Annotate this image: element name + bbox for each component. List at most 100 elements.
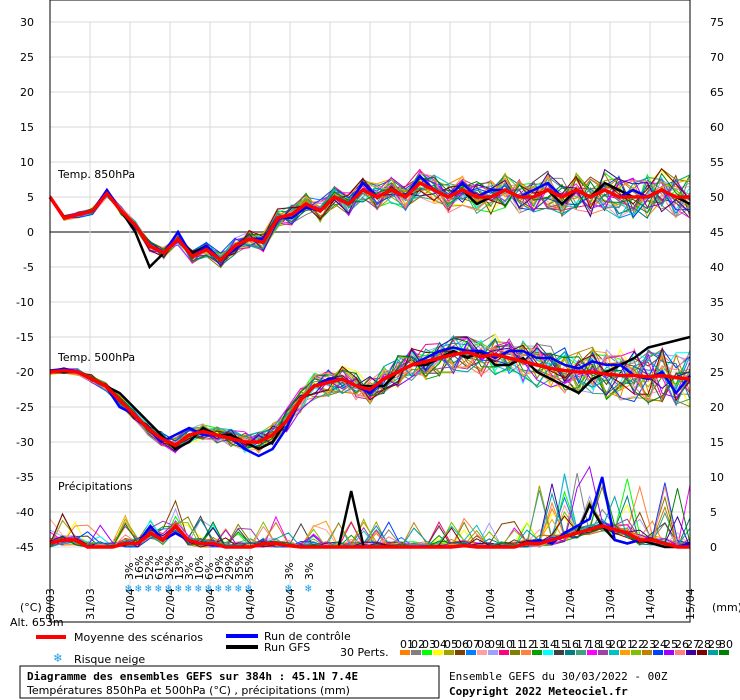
snow-risk-label: 61% xyxy=(153,556,166,580)
perturbation-number: 14 xyxy=(543,638,557,651)
y-tick-right: 10 xyxy=(710,471,724,484)
y-tick-right: 15 xyxy=(710,436,724,449)
series-line xyxy=(49,350,691,448)
perturbation-number: 09 xyxy=(488,638,502,651)
y-tick-right: 65 xyxy=(710,86,724,99)
perturbation-swatch xyxy=(477,650,487,655)
y-tick-right: 40 xyxy=(710,261,724,274)
y-tick-left: 30 xyxy=(20,16,34,29)
x-tick-date: 04/04 xyxy=(244,588,257,620)
snowflake-icon: ❄ xyxy=(125,582,132,595)
legend-snow-label: Risque neige xyxy=(74,653,145,666)
perturbation-number: 07 xyxy=(466,638,480,651)
y-tick-right: 60 xyxy=(710,121,724,134)
snowflake-icon: ❄ xyxy=(235,582,242,595)
perturbation-number: 15 xyxy=(554,638,568,651)
perturbation-swatch xyxy=(642,650,652,655)
perturbation-swatch xyxy=(455,650,465,655)
y-tick-right: 70 xyxy=(710,51,724,64)
snow-risk-label: 35% xyxy=(233,556,246,580)
snowflake-icon: ❄ xyxy=(195,582,202,595)
perturbation-number: 25 xyxy=(664,638,678,651)
perturbation-swatch xyxy=(532,650,542,655)
snow-risk-label: 3% xyxy=(123,563,136,580)
snowflake-icon: ❄ xyxy=(175,582,182,595)
perturbation-number: 12 xyxy=(521,638,535,651)
perturbation-number: 08 xyxy=(477,638,491,651)
perturbation-swatch xyxy=(554,650,564,655)
perturbation-number: 05 xyxy=(444,638,458,651)
y-tick-left: -35 xyxy=(16,471,34,484)
perturbation-legend: 0102030405060708091011121314151617181920… xyxy=(400,638,733,655)
y-tick-right: 35 xyxy=(710,296,724,309)
y-tick-right: 25 xyxy=(710,366,724,379)
y-tick-right: 5 xyxy=(710,506,717,519)
x-tick-date: 07/04 xyxy=(364,588,377,620)
footer-subtitle: Températures 850hPa et 500hPa (°C) , pré… xyxy=(26,684,350,697)
perturbation-number: 29 xyxy=(708,638,722,651)
x-tick-date: 31/03 xyxy=(84,588,97,620)
snowflake-icon: ❄ xyxy=(135,582,142,595)
snowflake-icon: ❄ xyxy=(225,582,232,595)
perturbation-swatch xyxy=(686,650,696,655)
perturbation-swatch xyxy=(422,650,432,655)
perturbation-number: 26 xyxy=(675,638,689,651)
perts-label: 30 Perts. xyxy=(340,646,389,659)
x-tick-date: 05/04 xyxy=(284,588,297,620)
perturbation-number: 24 xyxy=(653,638,667,651)
perturbation-swatch xyxy=(488,650,498,655)
footer-box xyxy=(19,665,440,699)
perturbation-swatch xyxy=(466,650,476,655)
x-tick-date: 06/04 xyxy=(324,588,337,620)
perturbation-number: 04 xyxy=(433,638,447,651)
perturbation-number: 10 xyxy=(499,638,513,651)
y-tick-left: 15 xyxy=(20,121,34,134)
y-tick-left: -10 xyxy=(16,296,34,309)
perturbation-number: 13 xyxy=(532,638,546,651)
perturbation-number: 23 xyxy=(642,638,656,651)
perturbation-swatch xyxy=(620,650,630,655)
y-tick-left: -45 xyxy=(16,541,34,554)
label-t850: Temp. 850hPa xyxy=(57,168,135,181)
main-series xyxy=(48,174,691,549)
label-t500: Temp. 500hPa xyxy=(57,351,135,364)
perturbation-line xyxy=(49,338,691,454)
y-tick-left: -15 xyxy=(16,331,34,344)
snowflake-icon: ❄ xyxy=(205,582,212,595)
footer-copyright: Copyright 2022 Meteociel.fr xyxy=(449,685,628,698)
perturbation-number: 02 xyxy=(411,638,425,651)
perturbation-swatch xyxy=(411,650,421,655)
y-tick-left: -40 xyxy=(16,506,34,519)
snow-risk-label: 32% xyxy=(163,556,176,580)
y-tick-right: 20 xyxy=(710,401,724,414)
snow-risk-label: 16% xyxy=(133,556,146,580)
perturbation-swatch xyxy=(631,650,641,655)
altitude-label: Alt. 653m xyxy=(10,616,64,629)
perturbation-swatch xyxy=(444,650,454,655)
y-tick-right: 45 xyxy=(710,226,724,239)
y-tick-left: -30 xyxy=(16,436,34,449)
y-tick-left: 0 xyxy=(27,226,34,239)
snowflake-icon: ❄ xyxy=(53,651,62,666)
perturbation-number: 11 xyxy=(510,638,524,651)
y-tick-left: -20 xyxy=(16,366,34,379)
perturbation-swatch xyxy=(664,650,674,655)
perturbation-number: 18 xyxy=(587,638,601,651)
x-tick-date: 02/04 xyxy=(164,588,177,620)
snowflake-icon: ❄ xyxy=(245,582,252,595)
perturbation-swatch xyxy=(565,650,575,655)
snowflake-icon: ❄ xyxy=(185,582,192,595)
perturbation-number: 20 xyxy=(609,638,623,651)
x-tick-date: 09/04 xyxy=(444,588,457,620)
footer-title: Diagramme des ensembles GEFS sur 384h : … xyxy=(27,670,358,683)
perturbation-swatch xyxy=(510,650,520,655)
legend-mean-label: Moyenne des scénarios xyxy=(74,631,203,644)
snowflake-icon: ❄ xyxy=(305,582,312,595)
snow-risk-label: 29% xyxy=(223,556,236,580)
x-tick-date: 03/04 xyxy=(204,588,217,620)
series-line xyxy=(50,335,691,451)
series-line xyxy=(49,346,691,458)
series-line xyxy=(49,523,690,549)
perturbation-number: 16 xyxy=(565,638,579,651)
